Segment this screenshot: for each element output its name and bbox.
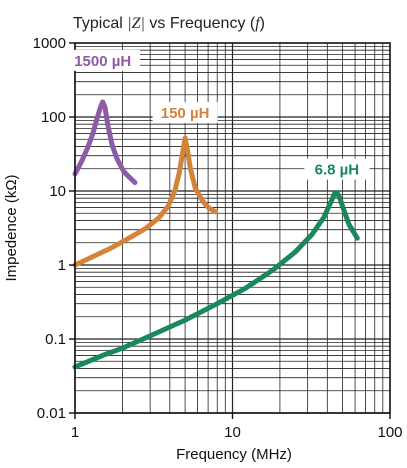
series-line-2 [72,190,360,370]
y-tick-label: 10 [49,183,66,200]
y-tick-label: 1000 [33,35,66,52]
series-line-1 [72,135,218,268]
series-label-bg [65,49,140,71]
series-label-1: 150 µH [161,105,210,122]
series-line-0 [72,99,138,186]
x-tick-label: 1 [71,424,79,441]
x-tick-label: 10 [224,424,241,441]
series-lines [72,99,360,370]
y-tick-label: 1 [58,257,66,274]
chart-title: Typical |Z| vs Frequency (f) [73,15,265,32]
y-tick-label: 0.1 [45,331,66,348]
series-label-bg [304,158,370,180]
y-tick-label: 100 [41,109,66,126]
x-tick-label: 100 [377,424,402,441]
y-tick-label: 0.01 [37,405,66,422]
x-axis-label: Frequency (MHz) [176,446,292,463]
series-labels: 1500 µH 150 µH 6.8 µH [65,49,370,180]
x-tick-labels: 1 10 100 [71,413,403,441]
series-label-2: 6.8 µH [315,162,360,179]
y-axis-label: Impedence (kΩ) [3,174,20,281]
series-label-bg [152,102,218,124]
series-label-0: 1500 µH [74,53,131,70]
y-tick-labels: 0.01 0.1 1 10 100 1000 [33,35,75,422]
